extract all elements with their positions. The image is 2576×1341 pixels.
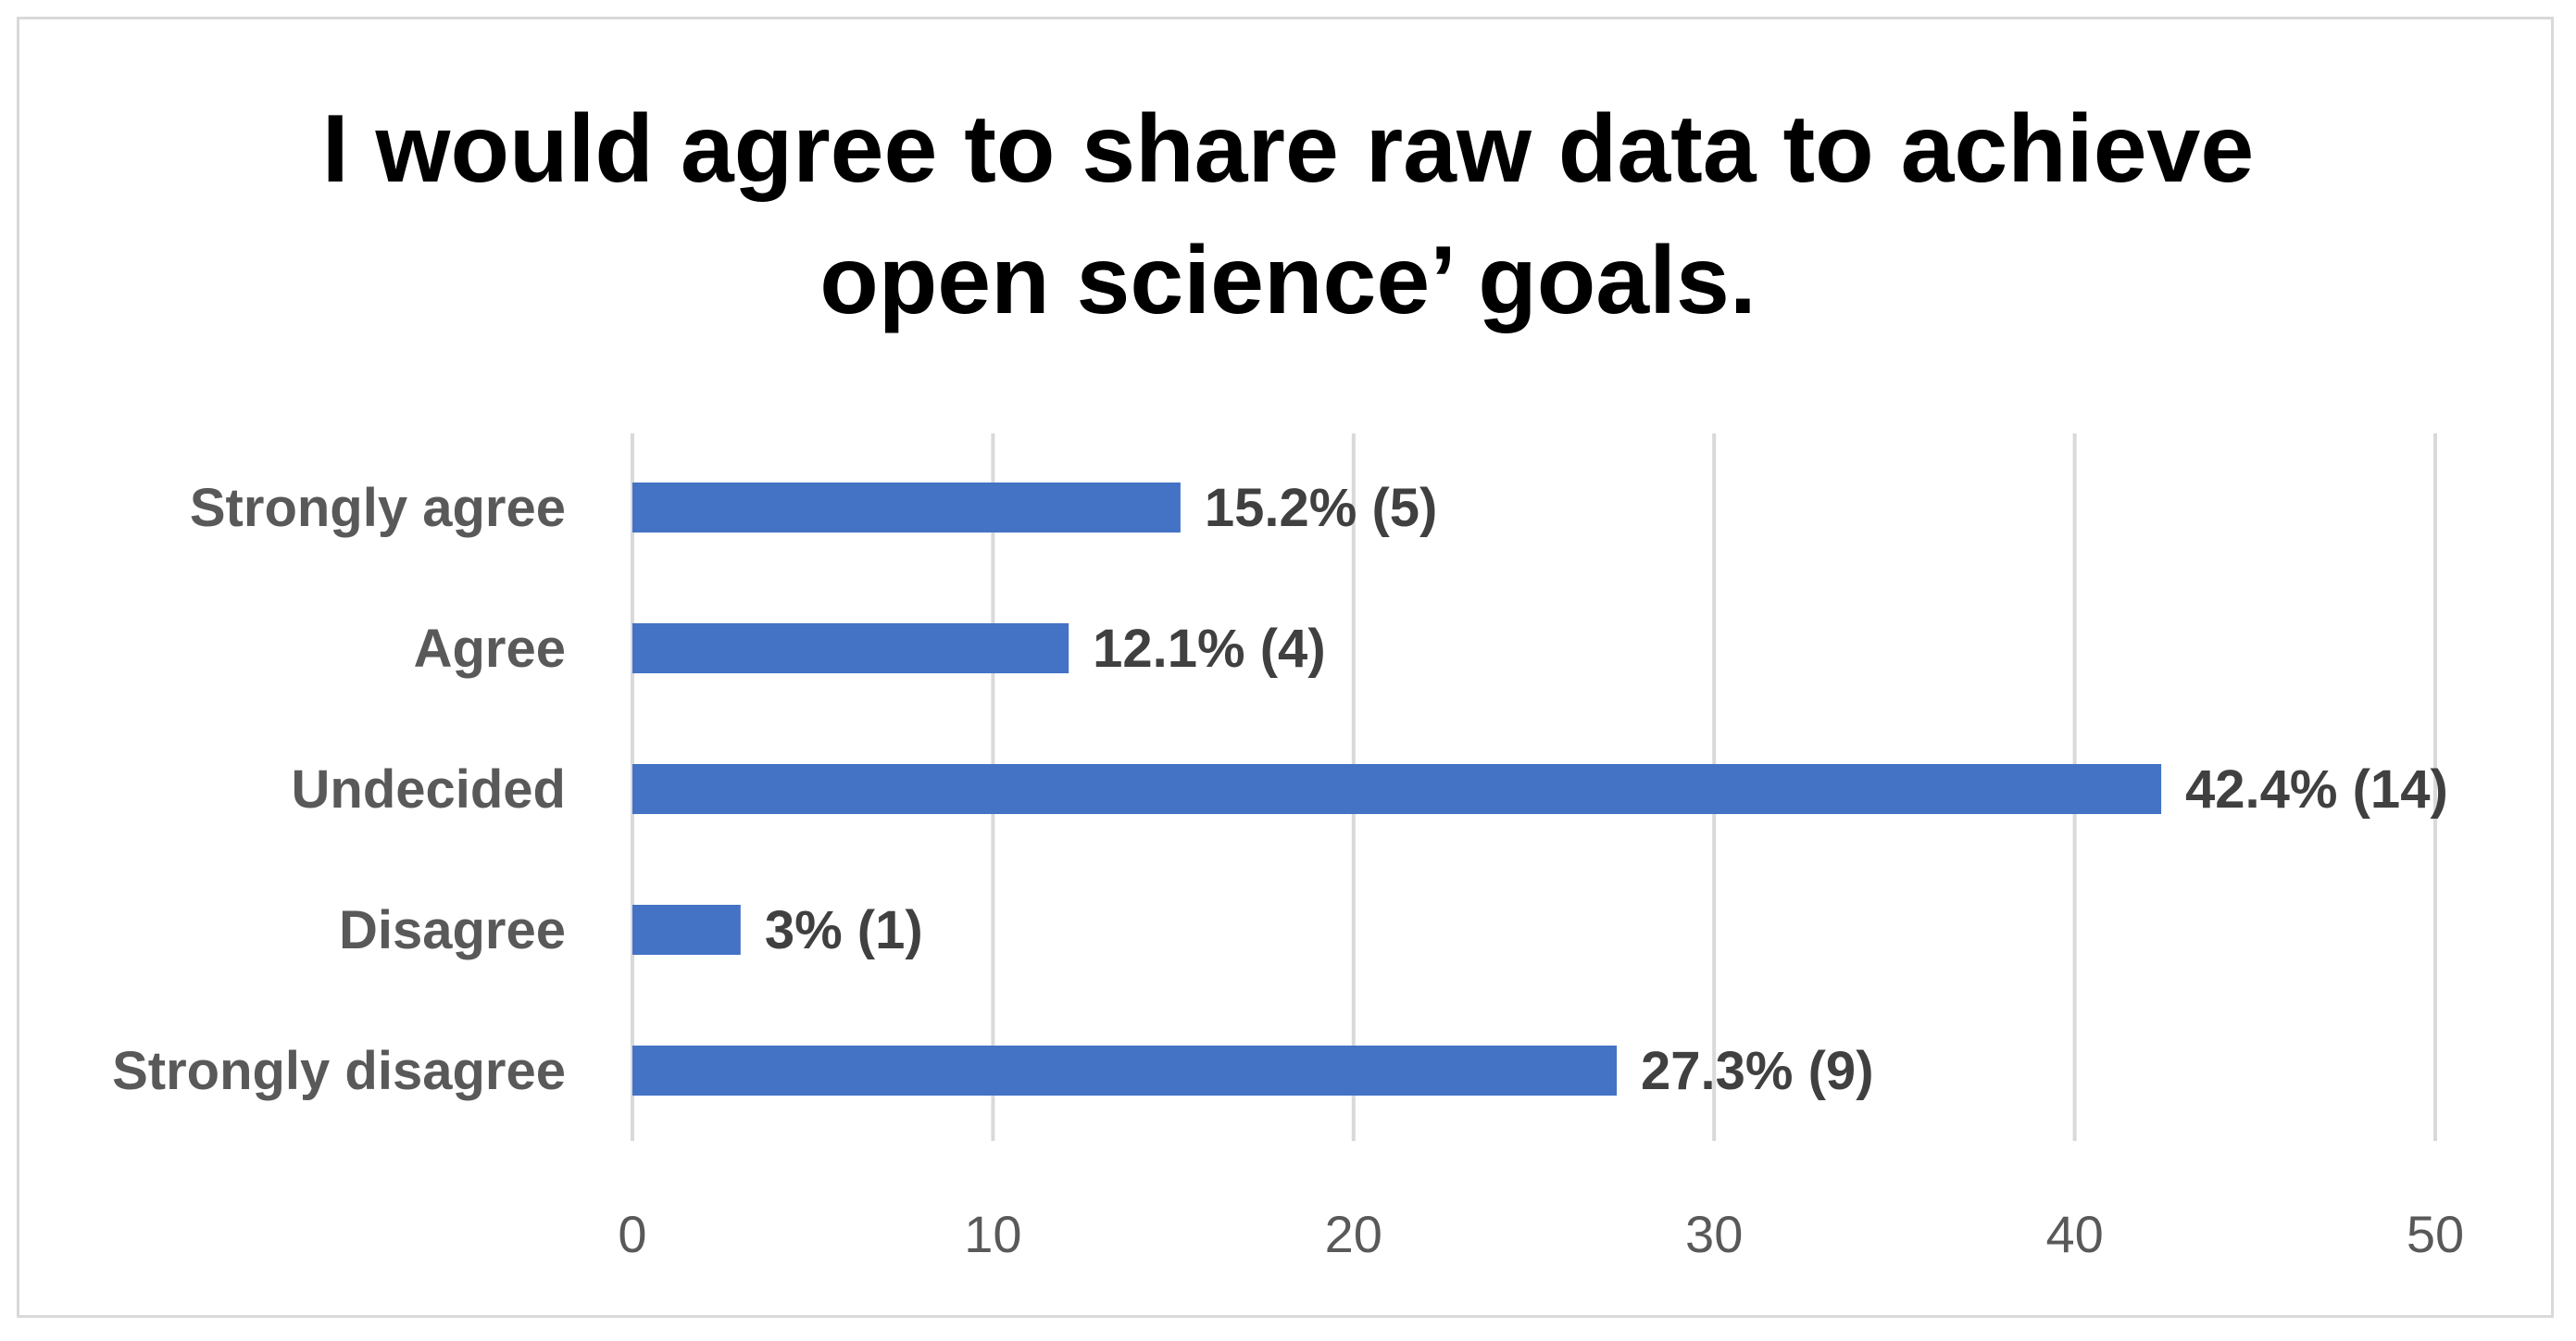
data-label: 15.2% (5) (1205, 478, 1437, 538)
bar (632, 764, 2162, 814)
bar (632, 905, 741, 955)
chart-title: I would agree to share raw data to achie… (321, 95, 2255, 334)
x-tick-label: 0 (618, 1205, 646, 1263)
x-tick-label: 10 (964, 1205, 1021, 1263)
x-tick-label: 40 (2045, 1205, 2103, 1263)
bar (632, 483, 1181, 533)
data-label: 27.3% (9) (1641, 1041, 1873, 1101)
data-label: 3% (1) (765, 900, 923, 960)
x-tick-label: 20 (1325, 1205, 1382, 1263)
chart-frame (17, 17, 2554, 1318)
x-tick-label: 50 (2407, 1205, 2464, 1263)
x-tick-label: 30 (1685, 1205, 1743, 1263)
bar (632, 1046, 1618, 1096)
bars (632, 483, 2162, 1096)
category-label: Undecided (292, 759, 567, 820)
category-label: Strongly agree (190, 478, 566, 538)
data-label: 12.1% (4) (1093, 619, 1325, 679)
data-label: 42.4% (14) (2185, 759, 2448, 820)
category-label: Agree (414, 619, 566, 679)
category-label: Disagree (339, 900, 566, 960)
category-label: Strongly disagree (112, 1041, 566, 1101)
labels: 0 10 20 30 40 50 Strongly agree 15.2% (5) Agree 1… (112, 478, 2464, 1263)
bar (632, 623, 1069, 673)
